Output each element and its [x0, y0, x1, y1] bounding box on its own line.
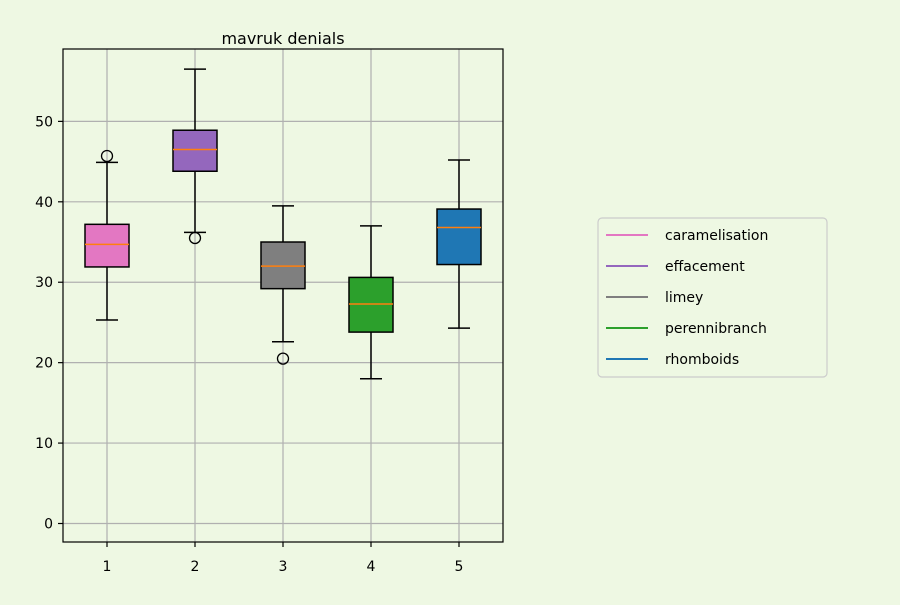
box-caramelisation [84, 149, 130, 321]
box-limey [260, 205, 306, 365]
outlier-point [100, 149, 114, 163]
legend-item-caramelisation: caramelisation [606, 228, 768, 244]
y-tick-label: 10 [35, 436, 53, 452]
box-rect [436, 208, 482, 266]
y-tick-label: 30 [35, 275, 53, 291]
box-rect [348, 276, 394, 333]
legend-item-effacement: effacement [606, 259, 745, 275]
legend-label: effacement [665, 259, 745, 275]
box-rect [84, 223, 130, 268]
outlier-point [276, 352, 290, 365]
y-tick-label: 20 [35, 356, 53, 372]
box-effacement [172, 68, 218, 245]
box-perennibranch [348, 225, 394, 380]
legend-item-perennibranch: perennibranch [606, 321, 767, 337]
y-tick-label: 50 [35, 114, 53, 130]
legend-item-rhomboids: rhomboids [606, 352, 739, 368]
legend-item-limey: limey [606, 290, 703, 306]
box-rhomboids [436, 159, 482, 329]
chart-title: mavruk denials [221, 29, 344, 48]
box-layer [84, 68, 482, 380]
x-tick-label: 3 [279, 559, 288, 575]
y-tick-label: 0 [44, 517, 53, 533]
x-tick-label: 2 [191, 559, 200, 575]
x-tick-label: 5 [455, 559, 464, 575]
y-tick-label: 40 [35, 195, 53, 211]
box-rect [172, 129, 218, 172]
x-tick-label: 1 [103, 559, 112, 575]
legend-box [597, 217, 828, 378]
x-tick-label: 4 [367, 559, 376, 575]
outlier-point [188, 231, 202, 245]
box-rect [260, 241, 306, 290]
legend-label: limey [665, 290, 703, 306]
legend-label: perennibranch [665, 321, 767, 337]
legend-label: caramelisation [665, 228, 768, 244]
axes-layer: 0 10 20 30 40 50 1 2 3 4 5 [35, 48, 504, 575]
legend: caramelisation effacement limey perennibran… [597, 217, 828, 378]
legend-label: rhomboids [665, 352, 739, 368]
